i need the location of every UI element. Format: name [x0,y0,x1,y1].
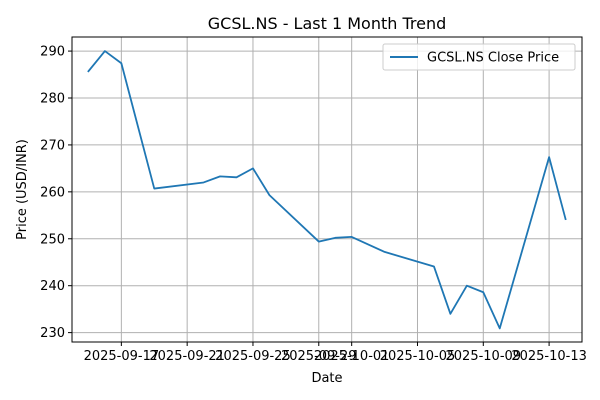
x-tick-label: 2025-09-25 [215,349,291,364]
legend-label: GCSL.NS Close Price [427,51,559,66]
y-tick-label: 280 [40,92,65,107]
series-layer [87,50,567,330]
x-tick-label: 2025-10-05 [380,349,456,364]
y-tick-label: 230 [40,326,65,341]
x-tick-label: 2025-09-21 [149,349,225,364]
chart-title: GCSL.NS - Last 1 Month Trend [208,14,447,33]
x-tick-label: 2025-10-09 [446,349,522,364]
y-axis-label: Price (USD/INR) [15,139,30,240]
x-tick-label: 2025-10-13 [511,349,587,364]
series-line [87,50,567,330]
plot-area-frame [71,36,583,343]
legend-box [382,43,576,71]
legend: GCSL.NS Close Price [382,43,576,71]
y-tick-label: 240 [40,279,65,294]
x-tick-label: 2025-09-29 [281,349,357,364]
x-tick-label: 2025-09-17 [84,349,160,364]
x-tick-label: 2025-10-01 [314,349,390,364]
y-tick-label: 270 [40,138,65,153]
x-axis-label: Date [311,371,342,386]
y-tick-label: 290 [40,45,65,60]
y-tick-label: 250 [40,232,65,247]
tick-layer: 2302402502602702802902025-09-172025-09-2… [40,45,587,364]
y-tick-label: 260 [40,185,65,200]
grid-layer [72,37,582,342]
